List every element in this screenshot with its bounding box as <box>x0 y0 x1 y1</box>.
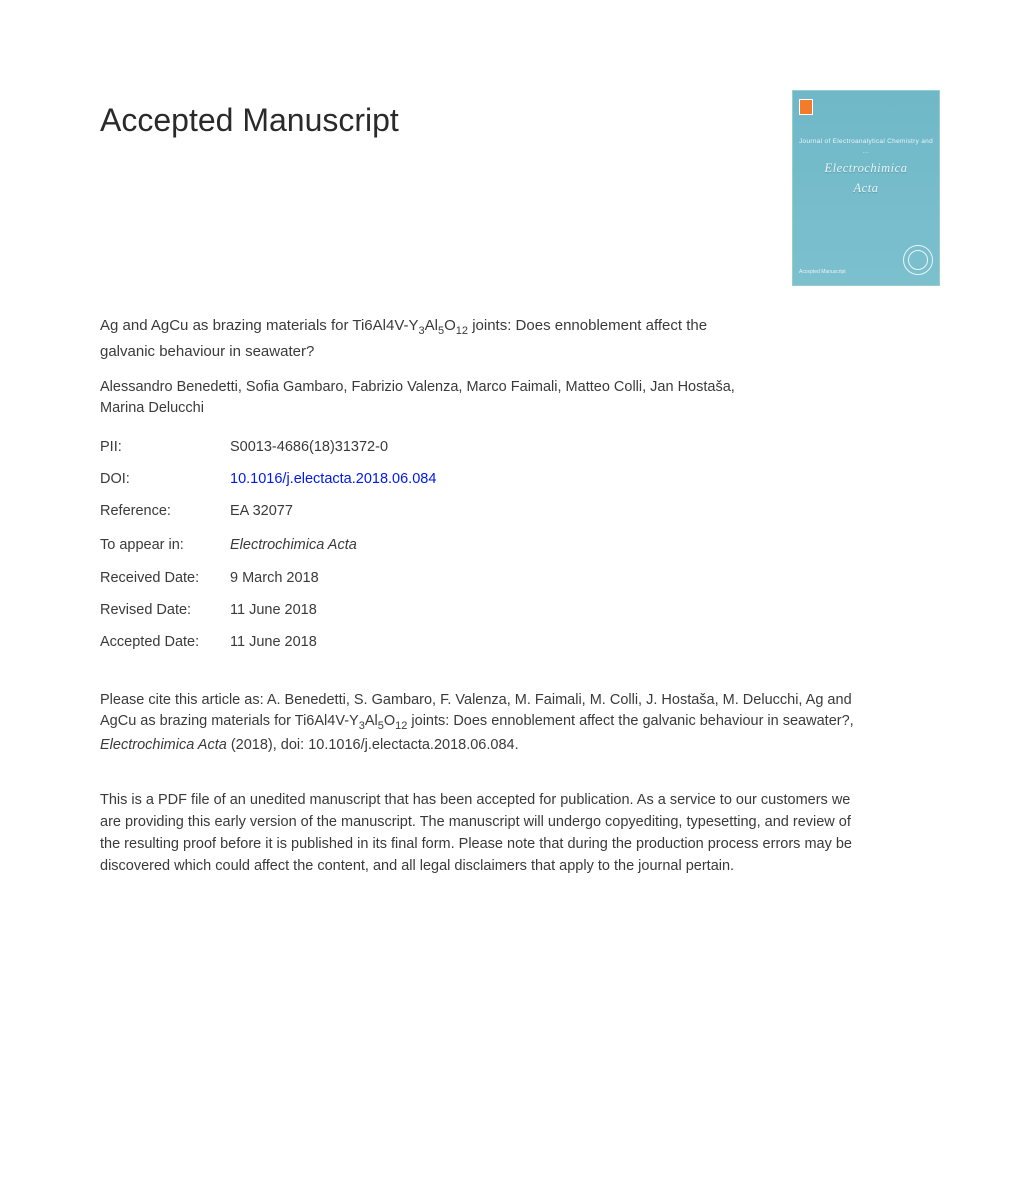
cover-journal-name-2: Acta <box>799 179 933 198</box>
authors-list: Alessandro Benedetti, Sofia Gambaro, Fab… <box>100 377 740 419</box>
title-part: Al <box>425 317 438 334</box>
page-title: Accepted Manuscript <box>100 96 399 144</box>
title-part: Ag and AgCu as brazing materials for Ti6… <box>100 317 419 334</box>
metadata-table: PII: S0013-4686(18)31372-0 DOI: 10.1016/… <box>100 437 940 653</box>
citation-text: (2018), doi: 10.1016/j.electacta.2018.06… <box>227 737 519 753</box>
header-row: Accepted Manuscript Journal of Electroan… <box>100 90 940 286</box>
citation-block: Please cite this article as: A. Benedett… <box>100 690 860 757</box>
meta-row-received: Received Date: 9 March 2018 <box>100 568 940 590</box>
meta-label: Revised Date: <box>100 600 230 622</box>
meta-value: 11 June 2018 <box>230 632 317 654</box>
publisher-mark-icon <box>799 99 813 115</box>
citation-journal-italic: Electrochimica Acta <box>100 737 227 753</box>
meta-value: S0013-4686(18)31372-0 <box>230 437 388 459</box>
meta-row-reference: Reference: EA 32077 <box>100 501 940 523</box>
article-title-block: Ag and AgCu as brazing materials for Ti6… <box>100 314 740 363</box>
meta-value-journal: Electrochimica Acta <box>230 535 357 557</box>
citation-text: O <box>384 713 395 729</box>
meta-value: 9 March 2018 <box>230 568 319 590</box>
meta-row-doi: DOI: 10.1016/j.electacta.2018.06.084 <box>100 469 940 491</box>
title-part: O <box>444 317 456 334</box>
title-subscript: 12 <box>456 325 468 337</box>
cover-journal-name-1: Electrochimica <box>799 159 933 178</box>
cover-footer: Accepted Manuscript <box>799 245 933 275</box>
meta-row-accepted: Accepted Date: 11 June 2018 <box>100 632 940 654</box>
journal-cover-thumbnail: Journal of Electroanalytical Chemistry a… <box>792 90 940 286</box>
doi-link[interactable]: 10.1016/j.electacta.2018.06.084 <box>230 469 436 491</box>
cover-tagline: Journal of Electroanalytical Chemistry a… <box>799 137 933 157</box>
meta-label: To appear in: <box>100 535 230 557</box>
article-title: Ag and AgCu as brazing materials for Ti6… <box>100 314 740 363</box>
meta-label: PII: <box>100 437 230 459</box>
meta-row-appear: To appear in: Electrochimica Acta <box>100 535 940 557</box>
meta-label: Received Date: <box>100 568 230 590</box>
citation-subscript: 12 <box>395 720 407 732</box>
meta-label: Accepted Date: <box>100 632 230 654</box>
cover-seal-icon <box>903 245 933 275</box>
meta-label: Reference: <box>100 501 230 523</box>
citation-text: joints: Does ennoblement affect the galv… <box>407 713 853 729</box>
meta-row-pii: PII: S0013-4686(18)31372-0 <box>100 437 940 459</box>
meta-row-revised: Revised Date: 11 June 2018 <box>100 600 940 622</box>
meta-label: DOI: <box>100 469 230 491</box>
meta-value: EA 32077 <box>230 501 293 523</box>
meta-value: 11 June 2018 <box>230 600 317 622</box>
citation-text: Al <box>365 713 378 729</box>
disclaimer-paragraph: This is a PDF file of an unedited manusc… <box>100 790 860 877</box>
cover-footer-text: Accepted Manuscript <box>799 269 846 275</box>
